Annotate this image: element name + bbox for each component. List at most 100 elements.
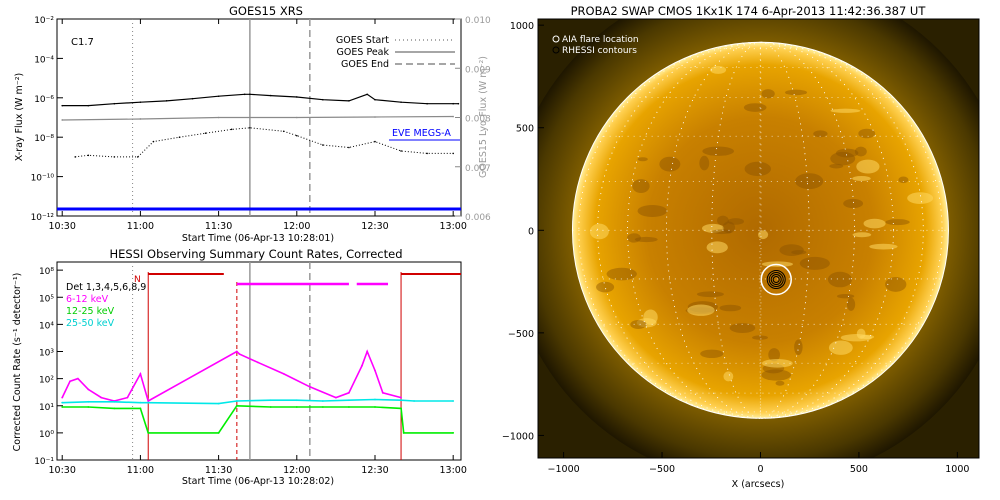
series-6-12-kev-point <box>308 385 311 388</box>
solar-feature <box>659 156 681 172</box>
hessi-ytick-label: 10⁸ <box>39 267 54 277</box>
solar-feature <box>779 244 804 257</box>
swap-ytick-label: −500 <box>508 329 534 340</box>
series-6-12-kev-point <box>334 396 337 399</box>
solar-feature <box>785 89 808 96</box>
goes-y2tick-label: 0.007 <box>465 164 491 174</box>
solar-feature <box>637 204 668 217</box>
solar-feature <box>830 108 861 113</box>
goes-long-series-point <box>348 100 350 102</box>
rhessi-contour <box>770 274 782 286</box>
series-6-12-kev-point <box>69 380 71 383</box>
swap-xtick-label: 1000 <box>945 464 969 475</box>
goes-y2label: GOES15 Lyα Flux (W m⁻²) <box>478 56 489 178</box>
longitude-gridline <box>597 41 924 419</box>
goes-xtick-label: 11:30 <box>205 221 232 232</box>
goes-short-series-point <box>348 146 350 149</box>
swap-title: PROBA2 SWAP CMOS 1Kx1K 174 6-Apr-2013 11… <box>571 4 927 18</box>
swap-ytick-label: 0 <box>528 226 534 237</box>
series-12-25-kev-point <box>348 406 350 408</box>
legend-rhessi-swatch <box>552 46 560 54</box>
goes-long-series-point <box>139 101 142 103</box>
solar-feature <box>632 179 650 194</box>
series-6-12-kev-point <box>381 391 384 394</box>
hessi-ytick-label: 10¹ <box>39 403 54 413</box>
goes-short-series-point <box>204 132 207 134</box>
hessi-xtick-label: 12:30 <box>361 465 388 476</box>
series-6-12-kev-point <box>100 396 103 399</box>
solar-feature <box>846 297 856 311</box>
goes-legend: GOES Start GOES Peak GOES End <box>336 35 455 70</box>
goes-ytick-label: 10⁻¹² <box>31 213 55 223</box>
swap-legend: AIA flare location RHESSI contours <box>552 35 639 56</box>
solar-feature <box>843 198 864 209</box>
solar-feature <box>813 130 828 138</box>
series-12-25-kev-point <box>113 407 116 410</box>
swap-xtick-label: 500 <box>850 464 868 475</box>
goes-xtick-label: 13:00 <box>439 221 466 232</box>
goes-long-series-point <box>452 102 454 105</box>
solar-feature <box>758 230 769 240</box>
hessi-ytick-label: 10⁻¹ <box>34 457 54 467</box>
series-25-50-kev-point <box>452 400 455 402</box>
series-6-12-kev-point <box>348 391 350 394</box>
legend-detectors: Det 1,3,4,5,6,8,9 <box>66 282 146 293</box>
solar-feature <box>836 294 855 299</box>
goes-long-series-point <box>269 94 272 97</box>
hessi-ytick-label: 10³ <box>39 349 54 359</box>
solar-feature <box>852 175 871 181</box>
series-25-50-kev-point <box>400 399 402 402</box>
goes-short-series-point <box>152 140 155 143</box>
swap-xtick-label: 0 <box>757 464 763 475</box>
solar-feature <box>761 359 793 368</box>
longitude-gridline <box>627 41 894 419</box>
hessi-xtick-label: 12:00 <box>283 465 310 476</box>
rhessi-contour <box>766 270 786 290</box>
series-12-25-kev-point <box>402 431 405 434</box>
hessi-flag-label: N <box>134 275 141 285</box>
solar-feature <box>907 192 934 204</box>
series-6-12-kev <box>61 349 402 403</box>
goes-long-series-point <box>217 95 220 98</box>
solar-feature <box>799 256 830 270</box>
series-12-25-kev-point <box>61 406 64 408</box>
legend-goes-start: GOES Start <box>336 35 389 46</box>
series-6-12-kev-point <box>76 377 79 380</box>
series-25-50-kev-point <box>413 400 415 402</box>
lyman-alpha-series-point <box>139 118 142 120</box>
series-6-12-kev-point <box>235 350 238 353</box>
goes-short-series-point <box>249 127 251 129</box>
hessi-ytick-label: 10² <box>39 376 54 386</box>
goes-short-series-point <box>282 130 285 133</box>
solar-feature <box>637 157 648 162</box>
goes-short-series-point <box>374 140 376 143</box>
solar-feature <box>743 103 767 112</box>
goes-y2tick-label: 0.010 <box>465 16 491 26</box>
series-12-25-kev-point <box>452 431 455 434</box>
goes-long-series-point <box>426 102 428 105</box>
lyman-alpha-series-point <box>452 115 454 118</box>
series-25-50-kev-point <box>295 399 298 402</box>
goes-long-series-point <box>400 101 402 103</box>
series-6-12-kev-point <box>366 350 369 353</box>
solar-feature <box>835 148 859 158</box>
goes-y2tick-label: 0.008 <box>465 115 491 125</box>
goes-short-series-point <box>178 136 181 138</box>
solar-feature <box>791 250 807 255</box>
series-6-12-kev-point <box>256 361 259 364</box>
solar-feature <box>696 291 724 298</box>
goes-long-series-point <box>191 97 194 100</box>
solar-limb <box>571 41 949 419</box>
solar-feature <box>702 146 735 156</box>
series-12-25-kev-point <box>269 406 272 408</box>
series-6-12-kev-point <box>400 396 402 399</box>
series-25-50-kev-point <box>61 401 64 404</box>
series-12-25-kev-point <box>374 406 376 408</box>
swap-ytick-label: 500 <box>516 124 534 135</box>
solar-feature <box>852 232 872 238</box>
goes-xtick-label: 12:30 <box>361 221 388 232</box>
goes-short-series-point <box>113 156 116 158</box>
solar-feature <box>761 369 792 381</box>
series-6-12-kev-point <box>87 388 90 391</box>
